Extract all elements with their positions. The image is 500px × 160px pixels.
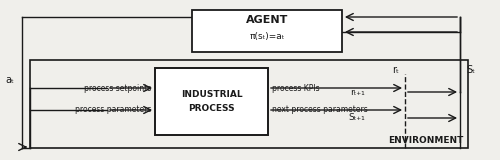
Text: Sₜ₊₁: Sₜ₊₁ xyxy=(348,113,365,123)
Text: rₜ₊₁: rₜ₊₁ xyxy=(350,88,365,96)
Bar xyxy=(155,68,268,135)
Text: process parameters: process parameters xyxy=(74,105,151,115)
Text: Sₜ: Sₜ xyxy=(466,65,475,75)
Text: rₜ: rₜ xyxy=(392,65,399,75)
Text: aₜ: aₜ xyxy=(5,75,14,85)
Bar xyxy=(192,10,342,52)
Text: process setpoints: process setpoints xyxy=(84,84,151,92)
Text: INDUSTRIAL: INDUSTRIAL xyxy=(180,90,242,99)
Text: next process parameters: next process parameters xyxy=(272,105,368,115)
Bar xyxy=(30,60,468,148)
Text: π(sₜ)=aₜ: π(sₜ)=aₜ xyxy=(250,32,284,40)
Text: PROCESS: PROCESS xyxy=(188,104,235,113)
Text: AGENT: AGENT xyxy=(246,15,288,25)
Text: ENVIRONMENT: ENVIRONMENT xyxy=(388,136,464,145)
Text: process KPIs: process KPIs xyxy=(272,84,320,92)
